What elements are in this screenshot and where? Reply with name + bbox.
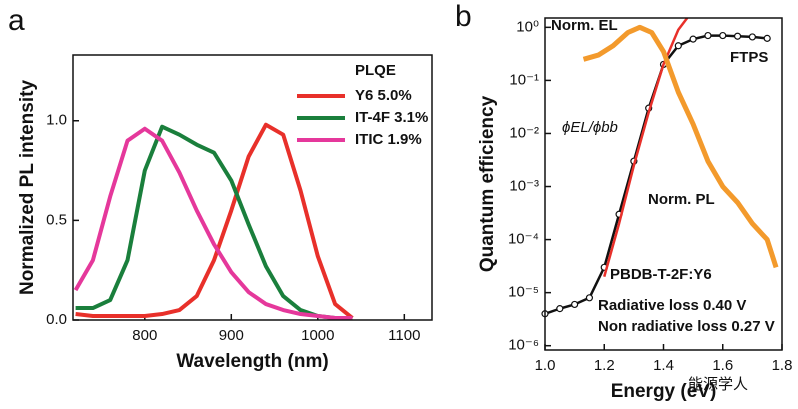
marker [556, 305, 564, 313]
y-tick-label: 10⁻⁵ [508, 284, 539, 301]
series-line [75, 124, 353, 320]
panel-label: b [455, 0, 472, 33]
annotation: Non radiative loss 0.27 V [598, 318, 775, 335]
series-label: Norm. EL [551, 17, 618, 34]
panel-label: a [8, 4, 25, 37]
series-line [73, 126, 353, 320]
y-tick-label: 10⁻⁴ [508, 231, 539, 248]
y-tick-label: 10⁰ [516, 18, 539, 35]
legend-label: IT-4F 3.1% [355, 109, 428, 126]
x-tick-label: 1.0 [535, 357, 556, 374]
annotation: Norm. PL [648, 191, 715, 208]
y-tick-label: 0.5 [46, 211, 67, 228]
annotation: 能源学人 [688, 376, 748, 393]
marker [689, 35, 697, 43]
x-tick-label: 1.6 [712, 357, 733, 374]
series-line [582, 24, 779, 269]
x-tick-label: 1.8 [772, 357, 793, 374]
y-tick-label: 0.0 [46, 311, 67, 328]
marker [704, 31, 712, 40]
annotation: PBDB-T-2F:Y6 [610, 266, 712, 283]
y-tick-label: 10⁻² [509, 124, 539, 141]
y-tick-label: 10⁻¹ [509, 71, 539, 88]
x-tick-label: 1.2 [594, 357, 615, 374]
y-tick-label: 1.0 [46, 112, 67, 129]
marker [674, 42, 682, 50]
series-label: FTPS [730, 49, 768, 66]
y-axis-title: Normalized PL intensity [17, 80, 38, 295]
plot-frame [544, 17, 783, 351]
x-tick-label: 1100 [388, 327, 420, 344]
marker [763, 34, 771, 42]
x-tick-label: 800 [132, 327, 157, 344]
y-tick-label: 10⁻³ [509, 177, 539, 194]
y-tick-label: 10⁻⁶ [508, 337, 539, 354]
series-line [603, 18, 689, 278]
marker [733, 32, 742, 40]
x-axis-title: Wavelength (nm) [176, 351, 328, 372]
legend-title: PLQE [355, 62, 396, 79]
legend-label: ITIC 1.9% [355, 131, 422, 148]
marker [719, 31, 727, 40]
series-line [75, 122, 354, 320]
plot-frame [72, 54, 433, 321]
series-label: ϕEL/ϕbb [562, 119, 618, 136]
x-tick-label: 1.4 [653, 357, 674, 374]
x-tick-label: 900 [219, 327, 244, 344]
x-tick-label: 1000 [301, 327, 334, 344]
chart-a: 800 900 1000 1100 0.0 0.5 1.0 Wavelength (nm) No… [17, 54, 433, 372]
chart-b: 1.0 1.2 1.4 1.6 1.8 10⁻⁶ 10⁻⁵ 10⁻⁴ 10⁻³ 10⁻² 10⁻¹ 1… [477, 17, 792, 402]
marker [585, 294, 594, 302]
marker [571, 300, 579, 309]
y-axis-title: Quantum efficiency [477, 95, 498, 272]
marker [748, 33, 756, 41]
annotation: Radiative loss 0.40 V [598, 297, 746, 314]
legend-label: Y6 5.0% [355, 87, 412, 104]
x-axis-title: Energy (eV) [611, 381, 717, 402]
